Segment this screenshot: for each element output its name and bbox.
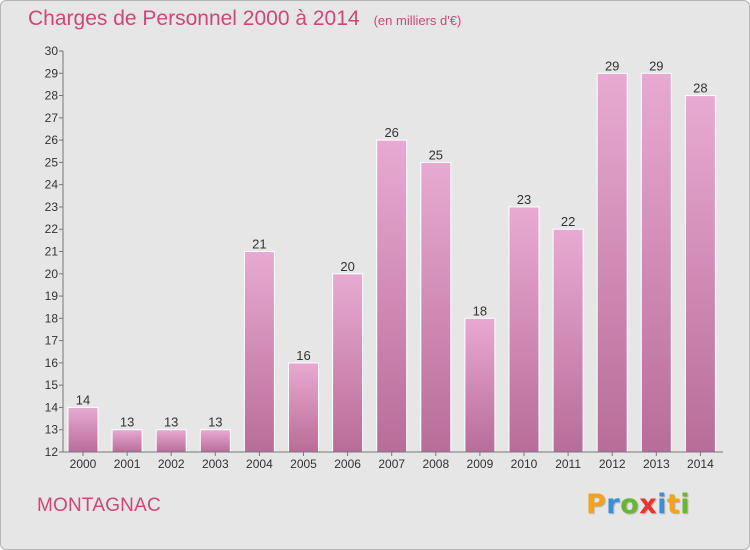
x-tick-label: 2006 [334, 457, 361, 471]
y-tick-label: 25 [45, 155, 59, 169]
bar [199, 429, 231, 453]
bar-value-label: 13 [164, 415, 178, 430]
y-tick-label: 30 [45, 44, 59, 58]
x-tick-label: 2001 [114, 457, 141, 471]
bar [67, 406, 99, 453]
bar [508, 206, 540, 453]
x-tick-label: 2011 [555, 457, 581, 471]
bar-value-label: 29 [605, 58, 619, 73]
bar-value-label: 28 [693, 81, 707, 96]
y-tick-label: 20 [45, 267, 59, 281]
logo-letter: r [606, 489, 621, 520]
y-tick-label: 15 [45, 378, 59, 392]
x-tick-label: 2008 [422, 457, 449, 471]
y-tick-label: 27 [45, 111, 59, 125]
y-tick-label: 29 [45, 66, 59, 80]
bar-value-label: 22 [561, 214, 575, 229]
logo-letter: i [680, 489, 691, 520]
y-tick-label: 19 [45, 289, 59, 303]
x-tick-label: 2002 [158, 457, 185, 471]
bar [376, 139, 408, 453]
y-tick-label: 28 [45, 89, 59, 103]
bar-value-label: 25 [429, 147, 443, 162]
bar [684, 95, 716, 453]
x-tick-label: 2003 [202, 457, 229, 471]
y-tick-label: 18 [45, 311, 59, 325]
bar-value-label: 14 [76, 392, 90, 407]
bar [243, 251, 275, 453]
y-tick-label: 23 [45, 200, 59, 214]
y-tick-label: 26 [45, 133, 59, 147]
x-tick-label: 2014 [687, 457, 714, 471]
logo-letter: P [586, 489, 607, 520]
title-line: Charges de Personnel 2000 à 2014 (en mill… [28, 7, 461, 31]
logo-letter: t [666, 489, 681, 520]
bar-value-label: 23 [517, 192, 531, 207]
y-tick-label: 21 [45, 245, 59, 259]
logo-letter: i [657, 489, 667, 520]
chart-subtitle: (en milliers d'€) [373, 13, 462, 28]
x-tick-label: 2007 [378, 457, 405, 471]
bar [288, 362, 319, 453]
bar-value-label: 13 [208, 415, 222, 430]
bar [640, 72, 672, 453]
proxiti-logo: Proxiti [586, 489, 690, 520]
bar [420, 161, 452, 453]
bar [111, 429, 143, 453]
bar [155, 429, 187, 453]
logo-letter: o [620, 489, 640, 520]
x-tick-label: 2012 [599, 457, 626, 471]
y-tick-label: 24 [45, 178, 59, 192]
y-axis: 12 13 14 15 16 17 18 19 20 21 22 23 24 25 26 27 28 29 30 [45, 44, 64, 459]
x-tick-label: 2000 [70, 457, 97, 471]
bar [552, 228, 584, 453]
bar-value-label: 16 [296, 348, 310, 363]
bar [332, 273, 364, 453]
bars [67, 72, 716, 453]
x-tick-label: 2013 [643, 457, 670, 471]
bar-value-label: 20 [340, 259, 354, 274]
y-tick-label: 13 [45, 423, 59, 437]
bar-value-label: 26 [384, 125, 398, 140]
bar-value-label: 18 [473, 303, 487, 318]
x-tick-label: 2010 [511, 457, 538, 471]
logo-letter: x [639, 489, 658, 520]
bar-value-label: 13 [120, 415, 134, 430]
data-labels: 14 13 13 13 21 16 20 26 25 18 23 22 29 29 28 [76, 58, 708, 429]
y-tick-label: 14 [45, 400, 59, 414]
y-tick-label: 17 [45, 334, 59, 348]
y-tick-label: 12 [45, 445, 59, 459]
bar-value-label: 29 [649, 58, 663, 73]
y-tick-label: 16 [45, 356, 59, 370]
bar [464, 317, 496, 453]
x-tick-label: 2009 [467, 457, 494, 471]
y-tick-label: 22 [45, 222, 59, 236]
x-axis: 2000 2001 2002 2003 2004 2005 2006 2007 2008 2009… [63, 451, 723, 471]
bar [596, 72, 628, 453]
bar-value-label: 21 [252, 237, 266, 252]
x-tick-label: 2005 [290, 457, 317, 471]
commune-name: MONTAGNAC [37, 495, 161, 516]
chart-title: Charges de Personnel 2000 à 2014 [28, 7, 360, 30]
x-tick-label: 2004 [246, 457, 273, 471]
